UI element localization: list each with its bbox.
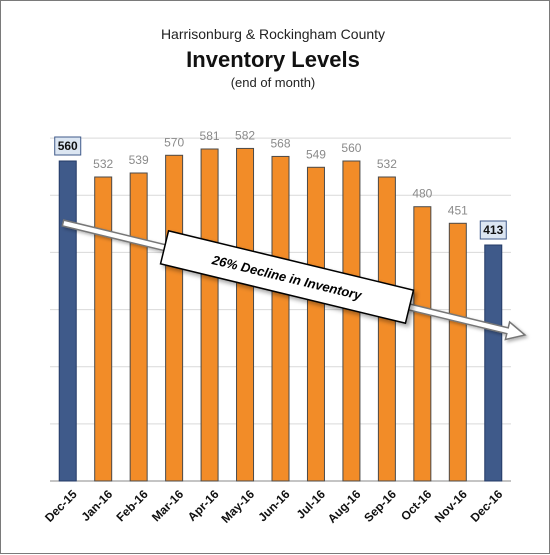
x-tick-label: Jul-16 — [294, 487, 329, 522]
data-label: 549 — [306, 147, 326, 161]
x-tick-label: Aug-16 — [325, 487, 364, 526]
annotation-box — [159, 229, 415, 325]
x-tick-label: Dec-15 — [42, 487, 80, 525]
x-tick-label: Nov-16 — [432, 487, 470, 525]
data-label: 570 — [164, 135, 184, 149]
data-labels: 560 532 539 570 581 582 568 549 560 532 480 451 413 — [54, 128, 507, 240]
x-tick-label: Oct-16 — [398, 487, 435, 524]
bars — [58, 147, 503, 482]
data-label: 532 — [377, 157, 397, 171]
data-label: 581 — [200, 129, 220, 143]
bar-sep-16 — [377, 176, 396, 482]
bar-oct-16 — [413, 206, 432, 482]
data-label-box — [54, 136, 82, 156]
bar-mar-16 — [165, 154, 184, 482]
bar-apr-16 — [200, 148, 219, 482]
x-tick-label: Jan-16 — [78, 487, 115, 524]
bar-dec-15 — [58, 160, 77, 482]
x-tick-label: Dec-16 — [468, 487, 506, 525]
data-label: 413 — [483, 223, 503, 237]
x-tick-label: Mar-16 — [149, 487, 186, 524]
bar-jul-16 — [306, 166, 325, 482]
bar-dec-16 — [484, 244, 503, 482]
bar-nov-16 — [448, 222, 467, 482]
x-tick-label: Apr-16 — [185, 487, 222, 524]
x-tick-label: Feb-16 — [113, 487, 150, 524]
data-label: 568 — [270, 136, 290, 150]
x-tick-labels: Dec-15Jan-16Feb-16Mar-16Apr-16May-16Jun-… — [42, 487, 505, 526]
chart-subtitle-top: Harrisonburg & Rockingham County — [161, 26, 385, 42]
bar-jun-16 — [271, 155, 290, 482]
data-label: 560 — [58, 139, 78, 153]
x-tick-label: Sep-16 — [361, 487, 399, 525]
data-label: 560 — [341, 141, 361, 155]
x-tick-label: Jun-16 — [255, 487, 292, 524]
bar-may-16 — [236, 147, 255, 482]
bar-jan-16 — [94, 176, 113, 482]
data-label: 451 — [448, 203, 468, 217]
x-tick-label: May-16 — [218, 487, 257, 526]
data-label: 480 — [412, 187, 432, 201]
bar-aug-16 — [342, 160, 361, 482]
decline-annotation-box — [159, 229, 415, 325]
data-label-box — [479, 220, 507, 240]
data-label: 539 — [129, 153, 149, 167]
chart-title: Inventory Levels — [186, 47, 360, 72]
data-label: 582 — [235, 128, 255, 142]
chart-subtitle: (end of month) — [231, 75, 316, 90]
data-label: 532 — [93, 157, 113, 171]
bar-feb-16 — [129, 172, 148, 482]
